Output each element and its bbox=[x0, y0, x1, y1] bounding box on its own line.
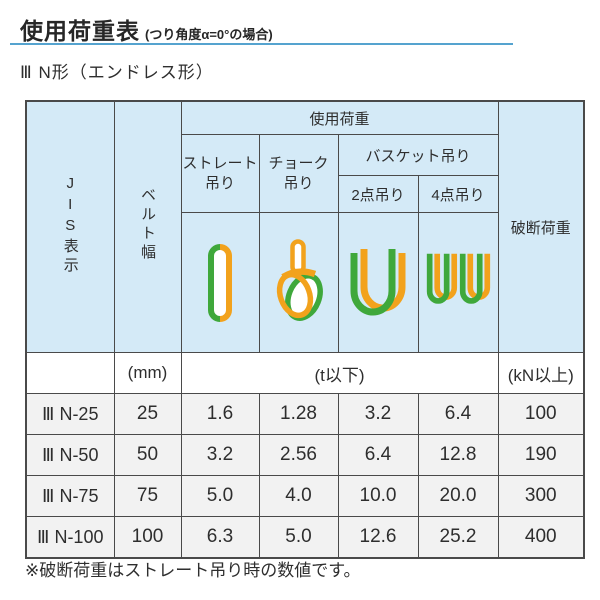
row-label: Ⅲ N-100 bbox=[25, 516, 115, 559]
table-header-row-3: 2点吊り 4点吊り bbox=[26, 175, 584, 213]
title-divider bbox=[10, 43, 513, 45]
table-cell: 12.6 bbox=[337, 516, 419, 559]
working-load-table: JIS表示 ベルト幅 使用荷重 破断荷重 ストレート 吊り チョーク 吊り バス… bbox=[25, 100, 586, 559]
table-cell: 100 bbox=[113, 516, 182, 559]
col-header-choke: チョーク 吊り bbox=[258, 134, 339, 213]
table-cell: 6.4 bbox=[337, 434, 419, 476]
page-title: 使用荷重表 (つり角度α=0°の場合) bbox=[20, 12, 273, 46]
col-header-basket-2pt: 2点吊り bbox=[337, 175, 419, 213]
table-cell: 4.0 bbox=[258, 475, 339, 517]
table-cell: 400 bbox=[497, 516, 585, 559]
col-header-jis-label: JIS表示 bbox=[61, 174, 79, 276]
footnote: ※破断荷重はストレート吊り時の数値です。 bbox=[25, 561, 361, 580]
choke-hitch-icon bbox=[276, 238, 323, 321]
table-cell: 5.0 bbox=[258, 516, 339, 559]
basket-4point-cell bbox=[417, 212, 499, 353]
table-cell: 190 bbox=[497, 434, 585, 476]
table-cell: 300 bbox=[497, 475, 585, 517]
table-row: Ⅲ N-25 25 1.6 1.28 3.2 6.4 100 bbox=[25, 393, 585, 435]
table-cell: 6.4 bbox=[417, 393, 499, 435]
table-cell: 3.2 bbox=[337, 393, 419, 435]
units-breaking-load: (kN以上) bbox=[497, 352, 585, 394]
table-header-row-2: ストレート 吊り チョーク 吊り バスケット吊り bbox=[26, 134, 584, 213]
row-label: Ⅲ N-25 bbox=[25, 393, 115, 435]
table-cell: 20.0 bbox=[417, 475, 499, 517]
units-working-load: (t以下) bbox=[180, 352, 499, 394]
table-cell: 25 bbox=[113, 393, 182, 435]
table-cell: 12.8 bbox=[417, 434, 499, 476]
col-header-straight: ストレート 吊り bbox=[180, 134, 260, 213]
units-empty-cell bbox=[25, 352, 115, 394]
table-cell: 75 bbox=[113, 475, 182, 517]
table-cell: 2.56 bbox=[258, 434, 339, 476]
table-cell: 5.0 bbox=[180, 475, 260, 517]
subtitle: Ⅲ N形（エンドレス形） bbox=[20, 63, 214, 82]
row-label: Ⅲ N-75 bbox=[25, 475, 115, 517]
page-title-note: (つり角度α=0°の場合) bbox=[145, 27, 273, 42]
table-cell: 1.6 bbox=[180, 393, 260, 435]
col-header-basket: バスケット吊り bbox=[337, 134, 499, 176]
col-header-breaking-load: 破断荷重 bbox=[497, 100, 585, 353]
col-header-jis: JIS表示 bbox=[25, 100, 115, 353]
basket-2point-icon bbox=[350, 248, 406, 315]
table-cell: 10.0 bbox=[337, 475, 419, 517]
straight-hitch-icon bbox=[208, 243, 232, 322]
table-cell: 6.3 bbox=[180, 516, 260, 559]
units-row: (mm) (t以下) (kN以上) bbox=[25, 352, 585, 394]
choke-hitch-cell bbox=[258, 212, 339, 353]
col-header-belt-width: ベルト幅 bbox=[113, 100, 182, 353]
col-header-belt-width-label: ベルト幅 bbox=[139, 187, 156, 263]
table-cell: 50 bbox=[113, 434, 182, 476]
table-cell: 3.2 bbox=[180, 434, 260, 476]
row-label: Ⅲ N-50 bbox=[25, 434, 115, 476]
table-row: Ⅲ N-75 75 5.0 4.0 10.0 20.0 300 bbox=[25, 475, 585, 517]
units-belt-width: (mm) bbox=[113, 352, 182, 394]
table-cell: 100 bbox=[497, 393, 585, 435]
icon-row bbox=[26, 212, 584, 353]
table-row: Ⅲ N-50 50 3.2 2.56 6.4 12.8 190 bbox=[25, 434, 585, 476]
table-cell: 25.2 bbox=[417, 516, 499, 559]
table-header-row-1: JIS表示 ベルト幅 使用荷重 破断荷重 bbox=[25, 100, 585, 353]
col-header-basket-4pt: 4点吊り bbox=[417, 175, 499, 213]
table-cell: 1.28 bbox=[258, 393, 339, 435]
col-header-working-load: 使用荷重 bbox=[180, 100, 499, 135]
basket-2point-cell bbox=[337, 212, 419, 353]
straight-hitch-cell bbox=[180, 212, 260, 353]
page-title-text: 使用荷重表 bbox=[20, 18, 140, 44]
basket-4point-icon bbox=[426, 253, 491, 304]
table-row: Ⅲ N-100 100 6.3 5.0 12.6 25.2 400 bbox=[25, 516, 585, 559]
